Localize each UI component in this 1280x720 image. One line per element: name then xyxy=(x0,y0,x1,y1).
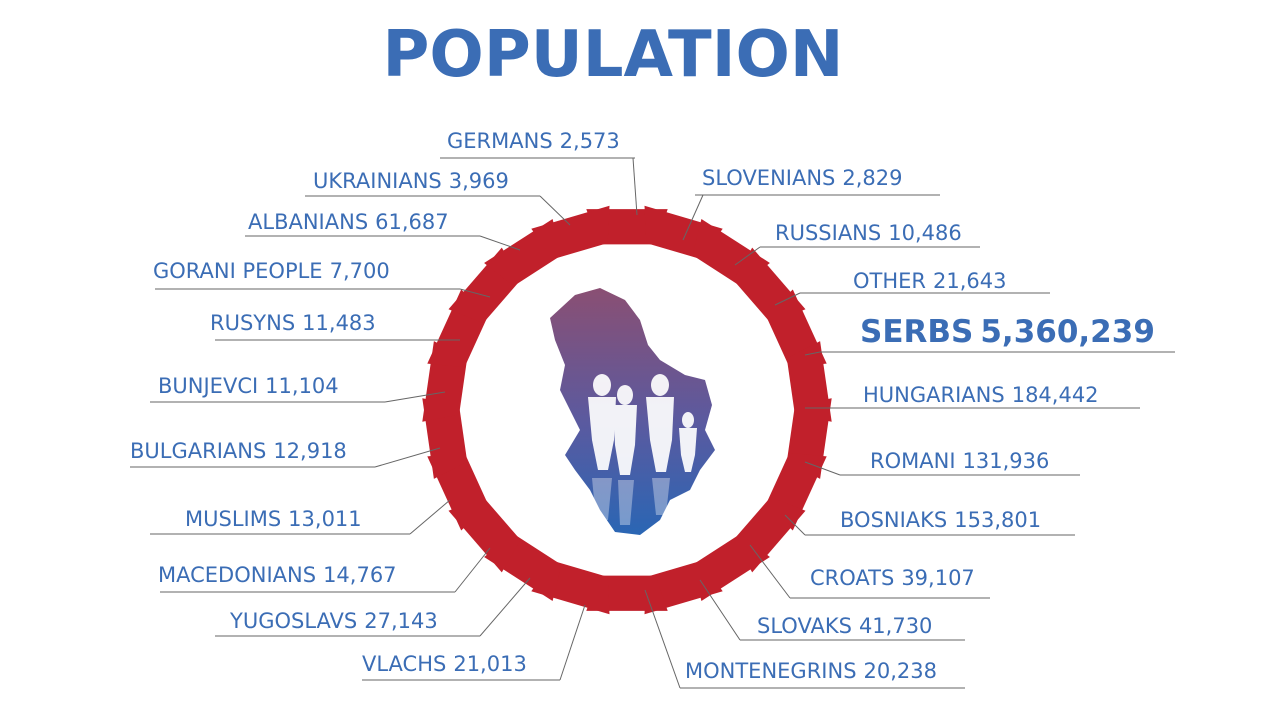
group-name: UKRAINIANS xyxy=(313,169,442,193)
group-value: 39,107 xyxy=(901,566,974,590)
labels: GERMANS 2,573 SLOVENIANS 2,829 RUSSIANS 10,48… xyxy=(130,129,1175,689)
group-label: OTHER 21,643 xyxy=(853,269,1007,293)
group-name: BULGARIANS xyxy=(130,439,266,463)
group-name: MUSLIMS xyxy=(185,507,281,531)
connector xyxy=(539,195,571,226)
connector xyxy=(749,544,791,599)
group-label: GORANI PEOPLE 7,700 xyxy=(153,259,390,283)
connector xyxy=(804,351,821,356)
group-value: 20,238 xyxy=(864,659,937,683)
connector xyxy=(479,577,531,637)
group-value: 13,011 xyxy=(288,507,361,531)
group-label: MUSLIMS 13,011 xyxy=(185,507,362,531)
group-value: 21,643 xyxy=(933,269,1006,293)
group-name: RUSYNS xyxy=(210,311,295,335)
group-label: YUGOSLAVS 27,143 xyxy=(229,609,438,633)
group-value: 11,104 xyxy=(265,374,338,398)
group-label: SERBS 5,360,239 xyxy=(860,314,1155,350)
group-label: BOSNIAKS 153,801 xyxy=(840,508,1041,532)
group-value: 2,829 xyxy=(842,166,902,190)
group-name: YUGOSLAVS xyxy=(229,609,357,633)
connector xyxy=(774,292,801,306)
connector xyxy=(632,157,638,216)
connector xyxy=(374,447,441,468)
group-value: 12,918 xyxy=(273,439,346,463)
group-value: 131,936 xyxy=(963,449,1050,473)
group-label: UKRAINIANS 3,969 xyxy=(313,169,509,193)
group-name: GERMANS xyxy=(447,129,553,153)
group-name: SLOVAKS xyxy=(757,614,852,638)
ring-segment xyxy=(531,205,610,260)
map xyxy=(550,288,715,535)
group-label: HUNGARIANS 184,442 xyxy=(863,383,1099,407)
connector xyxy=(734,246,761,266)
group-name: CROATS xyxy=(810,566,894,590)
group-name: BUNJEVCI xyxy=(158,374,258,398)
group-name: MONTENEGRINS xyxy=(685,659,857,683)
connector xyxy=(804,461,841,476)
group-value: 184,442 xyxy=(1012,383,1099,407)
group-name: OTHER xyxy=(853,269,926,293)
group-label: SLOVAKS 41,730 xyxy=(757,614,932,638)
group-name: ALBANIANS xyxy=(248,210,368,234)
group-label: VLACHS 21,013 xyxy=(362,652,527,676)
group-value: 5,360,239 xyxy=(980,314,1155,350)
connector xyxy=(559,604,586,681)
group-value: 3,969 xyxy=(449,169,509,193)
group-name: BOSNIAKS xyxy=(840,508,947,532)
group-value: 153,801 xyxy=(954,508,1041,532)
group-label: MONTENEGRINS 20,238 xyxy=(685,659,937,683)
group-name: RUSSIANS xyxy=(775,221,881,245)
connector xyxy=(644,589,681,689)
group-value: 10,486 xyxy=(888,221,961,245)
group-name: SERBS xyxy=(860,314,973,350)
group-name: MACEDONIANS xyxy=(158,563,316,587)
group-label: MACEDONIANS 14,767 xyxy=(158,563,397,587)
group-label: ROMANI 131,936 xyxy=(870,449,1049,473)
group-label: ALBANIANS 61,687 xyxy=(248,210,449,234)
ring xyxy=(422,205,832,615)
group-value: 11,483 xyxy=(302,311,375,335)
group-label: SLOVENIANS 2,829 xyxy=(702,166,903,190)
group-value: 2,573 xyxy=(560,129,620,153)
group-label: RUSSIANS 10,486 xyxy=(775,221,962,245)
connector xyxy=(409,499,451,535)
group-value: 21,013 xyxy=(453,652,526,676)
title: POPULATION xyxy=(383,18,844,92)
group-label: BULGARIANS 12,918 xyxy=(130,439,347,463)
connector xyxy=(384,391,446,403)
group-value: 27,143 xyxy=(364,609,437,633)
connector xyxy=(699,579,741,641)
group-name: SLOVENIANS xyxy=(702,166,835,190)
group-label: BUNJEVCI 11,104 xyxy=(158,374,339,398)
connector xyxy=(682,194,704,241)
group-value: 14,767 xyxy=(323,563,396,587)
group-label: CROATS 39,107 xyxy=(810,566,975,590)
group-value: 7,700 xyxy=(330,259,390,283)
group-name: HUNGARIANS xyxy=(863,383,1005,407)
connector xyxy=(459,288,491,298)
group-label: GERMANS 2,573 xyxy=(447,129,620,153)
group-name: VLACHS xyxy=(362,652,446,676)
group-name: ROMANI xyxy=(870,449,956,473)
group-value: 61,687 xyxy=(375,210,448,234)
connector xyxy=(454,547,491,593)
connector xyxy=(479,235,521,251)
group-name: GORANI PEOPLE xyxy=(153,259,323,283)
group-value: 41,730 xyxy=(859,614,932,638)
group-label: RUSYNS 11,483 xyxy=(210,311,376,335)
connector xyxy=(784,514,806,536)
